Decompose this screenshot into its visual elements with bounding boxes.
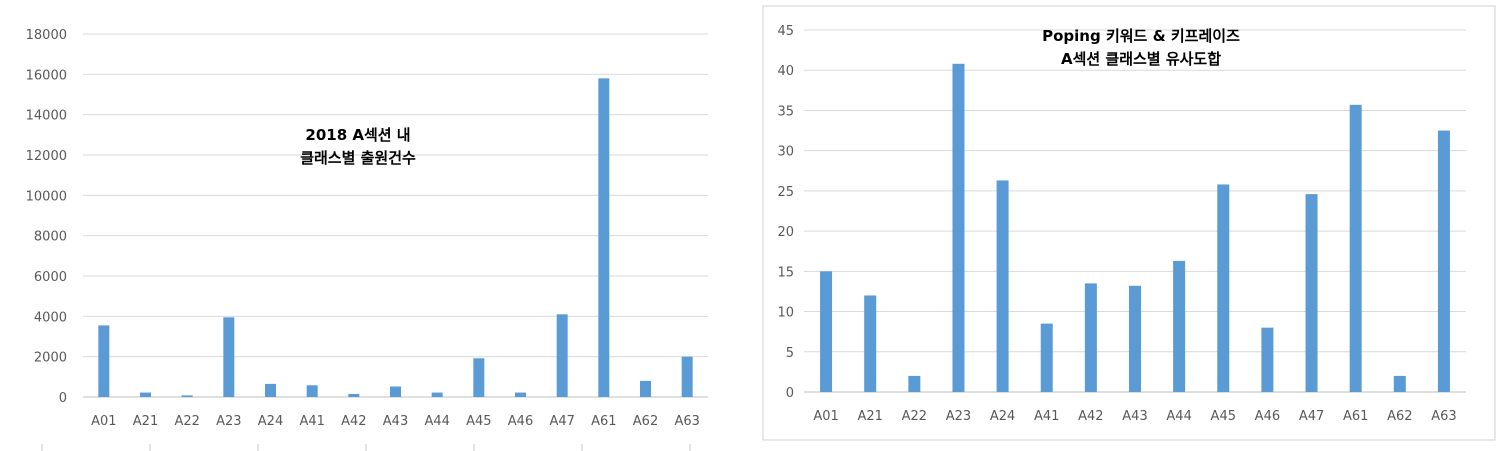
bar-a45: [1217, 184, 1230, 392]
bar-a41: [1040, 323, 1053, 392]
x-tick-label: A47: [549, 414, 574, 429]
x-tick-label: A01: [813, 409, 838, 424]
bar-a42: [348, 393, 360, 397]
x-tick-label: A22: [174, 414, 199, 429]
bar-a22: [181, 395, 193, 397]
bar-a46: [1261, 327, 1274, 392]
bar-a43: [390, 386, 401, 397]
x-tick-label: A62: [1387, 409, 1412, 424]
x-tick-label: A01: [91, 414, 116, 429]
chart-title-line: Poping 키워드 & 키프레이즈: [1042, 27, 1240, 45]
bar-a63: [1437, 130, 1450, 393]
bar-a41: [306, 385, 318, 397]
chart-title-line: A섹션 클래스별 유사도합: [1061, 50, 1221, 68]
y-tick-label: 30: [777, 145, 794, 160]
bar-a43: [1129, 285, 1141, 392]
y-tick-label: 12000: [26, 149, 67, 164]
bar-a62: [640, 380, 651, 397]
y-tick-label: 18000: [26, 28, 67, 43]
x-tick-label: A44: [424, 414, 449, 429]
x-tick-label: A42: [341, 414, 366, 429]
y-tick-label: 0: [59, 391, 67, 406]
x-tick-label: A23: [216, 414, 241, 429]
x-tick-label: A61: [1343, 409, 1368, 424]
y-tick-label: 20: [777, 225, 794, 240]
bar-a62: [1393, 375, 1406, 392]
bar-a61: [1349, 104, 1362, 393]
y-tick-label: 16000: [26, 68, 67, 83]
x-tick-label: A43: [1122, 409, 1147, 424]
bar-a63: [681, 356, 693, 397]
bar-a21: [864, 295, 877, 392]
y-tick-label: 8000: [34, 230, 67, 245]
bar-a23: [952, 63, 965, 392]
x-tick-label: A44: [1166, 409, 1191, 424]
x-tick-label: A22: [902, 409, 927, 424]
bar-a24: [265, 383, 276, 397]
bar-a46: [515, 392, 526, 397]
bar-a22: [908, 375, 921, 392]
x-tick-label: A24: [990, 409, 1015, 424]
bar-a24: [996, 180, 1009, 392]
bar-a23: [223, 317, 235, 397]
x-tick-label: A62: [633, 414, 658, 429]
x-tick-label: A46: [508, 414, 533, 429]
y-tick-label: 25: [777, 185, 794, 200]
y-tick-label: 5: [786, 346, 794, 361]
bar-a21: [140, 392, 151, 397]
chart-frame: [762, 5, 1496, 441]
y-tick-label: 10000: [26, 189, 67, 204]
bar-a01: [820, 271, 833, 392]
x-tick-label: A21: [857, 409, 882, 424]
chart-title-line: 2018 A섹션 내: [305, 126, 410, 144]
x-tick-label: A24: [258, 414, 283, 429]
x-tick-label: A43: [383, 414, 408, 429]
bar-a61: [598, 78, 610, 397]
x-tick-label: A46: [1255, 409, 1280, 424]
x-tick-label: A63: [1431, 409, 1456, 424]
y-tick-label: 14000: [26, 109, 67, 124]
y-tick-label: 0: [786, 386, 794, 401]
x-tick-label: A61: [591, 414, 616, 429]
y-tick-label: 6000: [34, 270, 67, 285]
bar-a44: [1173, 260, 1186, 392]
bar-a47: [1305, 194, 1318, 392]
bar-a45: [473, 358, 485, 397]
x-tick-label: A23: [946, 409, 971, 424]
x-tick-label: A41: [1034, 409, 1059, 424]
chart-panel-left: 0 2000 4000 6000 8000 10000 12000 14000 16000 180…: [0, 0, 752, 451]
bar-a44: [431, 392, 443, 397]
chart-panel-right: 0 5 10 15 20 25 30 35 40 45 A01 A21 A22 A23 A24 A41 A42 A…: [752, 0, 1505, 451]
bar-a47: [556, 314, 568, 397]
x-tick-label: A42: [1078, 409, 1103, 424]
y-tick-label: 2000: [34, 351, 67, 366]
bar-a42: [1084, 283, 1097, 392]
x-tick-label: A41: [299, 414, 324, 429]
x-tick-label: A63: [674, 414, 699, 429]
y-tick-label: 15: [777, 265, 794, 280]
bar-a01: [98, 325, 110, 397]
chart-title-line: 클래스별 출원건수: [300, 149, 416, 167]
y-tick-label: 4000: [34, 310, 67, 325]
x-tick-label: A45: [1211, 409, 1236, 424]
chart-right-svg: 0 5 10 15 20 25 30 35 40 45 A01 A21 A22 A23 A24 A41 A42 A…: [762, 5, 1496, 441]
y-tick-label: 40: [777, 64, 794, 79]
y-tick-label: 45: [777, 24, 794, 39]
y-tick-label: 10: [777, 306, 794, 321]
chart-left-svg: 0 2000 4000 6000 8000 10000 12000 14000 16000 180…: [26, 28, 708, 451]
x-tick-label: A21: [133, 414, 158, 429]
x-tick-label: A47: [1299, 409, 1324, 424]
y-tick-label: 35: [777, 104, 794, 119]
x-tick-label: A45: [466, 414, 491, 429]
